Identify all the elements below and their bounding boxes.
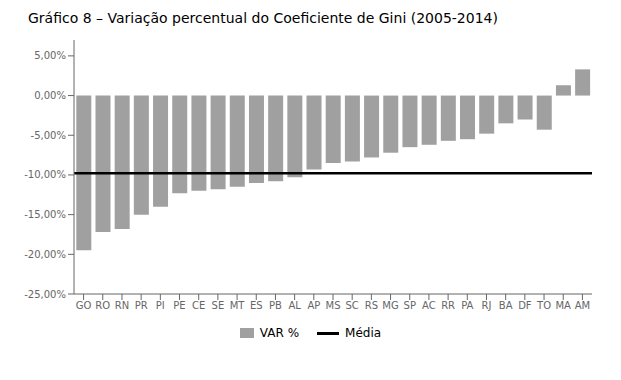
svg-text:RR: RR — [441, 300, 455, 311]
svg-text:ES: ES — [250, 300, 263, 311]
svg-text:MA: MA — [555, 300, 571, 311]
svg-text:PA: PA — [461, 300, 473, 311]
svg-text:SE: SE — [212, 300, 225, 311]
svg-text:AL: AL — [288, 300, 301, 311]
svg-text:AP: AP — [307, 300, 320, 311]
svg-text:0,00%: 0,00% — [34, 90, 66, 101]
svg-text:BA: BA — [499, 300, 513, 311]
svg-text:AM: AM — [575, 300, 590, 311]
svg-text:PE: PE — [173, 300, 185, 311]
html-text:Média: Média — [345, 326, 382, 340]
html-text:Gráfico 8 – Variação percentua: Gráfico 8 – Variação percentual do Coefi… — [28, 10, 498, 26]
svg-text:MT: MT — [230, 300, 246, 311]
svg-text:-15,00%: -15,00% — [24, 209, 66, 220]
svg-text:DF: DF — [518, 300, 532, 311]
svg-text:RN: RN — [115, 300, 129, 311]
svg-text:5,00%: 5,00% — [34, 50, 66, 61]
html-text:VAR %: VAR % — [259, 326, 300, 340]
svg-text:MG: MG — [382, 300, 398, 311]
svg-text:RJ: RJ — [482, 300, 492, 311]
svg-text:CE: CE — [192, 300, 205, 311]
svg-text:SP: SP — [404, 300, 416, 311]
svg-text:-10,00%: -10,00% — [24, 169, 66, 180]
svg-text:MS: MS — [326, 300, 341, 311]
svg-text:-25,00%: -25,00% — [24, 289, 66, 300]
svg-text:TO: TO — [536, 300, 551, 311]
svg-text:PI: PI — [156, 300, 165, 311]
svg-text:-20,00%: -20,00% — [24, 249, 66, 260]
svg-text:GO: GO — [76, 300, 92, 311]
svg-text:PB: PB — [269, 300, 282, 311]
svg-text:SC: SC — [346, 300, 359, 311]
svg-text:AC: AC — [422, 300, 436, 311]
svg-text:RS: RS — [365, 300, 378, 311]
svg-text:RO: RO — [95, 300, 110, 311]
svg-text:PR: PR — [135, 300, 148, 311]
svg-text:-5,00%: -5,00% — [31, 130, 66, 141]
